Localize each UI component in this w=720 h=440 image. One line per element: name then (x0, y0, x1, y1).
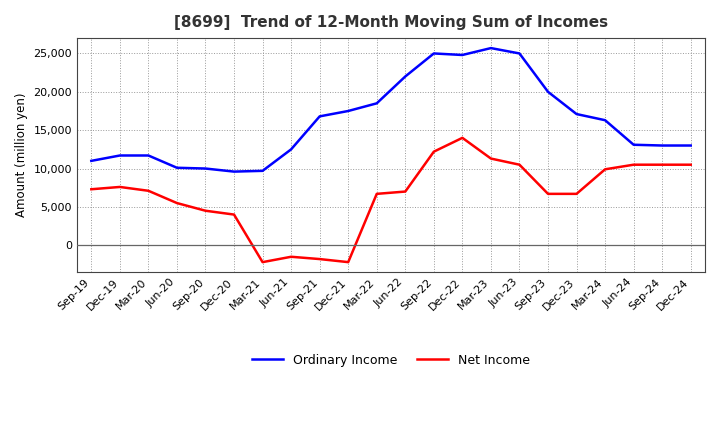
Net Income (144, 188, 153, 194)
Net Income (458, 135, 467, 140)
Ordinary Income (344, 108, 353, 114)
Ordinary Income (173, 165, 181, 170)
Ordinary Income (201, 166, 210, 171)
Y-axis label: Amount (million yen): Amount (million yen) (15, 93, 28, 217)
Ordinary Income (230, 169, 238, 174)
Ordinary Income (544, 89, 552, 95)
Net Income (430, 149, 438, 154)
Net Income (344, 260, 353, 265)
Title: [8699]  Trend of 12-Month Moving Sum of Incomes: [8699] Trend of 12-Month Moving Sum of I… (174, 15, 608, 30)
Ordinary Income (372, 101, 381, 106)
Net Income (544, 191, 552, 197)
Ordinary Income (600, 117, 609, 123)
Ordinary Income (315, 114, 324, 119)
Ordinary Income (430, 51, 438, 56)
Ordinary Income (686, 143, 695, 148)
Net Income (372, 191, 381, 197)
Net Income (173, 201, 181, 206)
Net Income (515, 162, 523, 167)
Net Income (87, 187, 96, 192)
Net Income (629, 162, 638, 167)
Net Income (658, 162, 667, 167)
Ordinary Income (515, 51, 523, 56)
Net Income (201, 208, 210, 213)
Ordinary Income (487, 45, 495, 51)
Net Income (401, 189, 410, 194)
Net Income (686, 162, 695, 167)
Ordinary Income (572, 111, 581, 117)
Ordinary Income (87, 158, 96, 164)
Ordinary Income (401, 74, 410, 79)
Ordinary Income (287, 147, 295, 152)
Net Income (258, 260, 267, 265)
Ordinary Income (258, 168, 267, 173)
Net Income (600, 167, 609, 172)
Ordinary Income (144, 153, 153, 158)
Ordinary Income (658, 143, 667, 148)
Net Income (230, 212, 238, 217)
Net Income (115, 184, 124, 190)
Ordinary Income (458, 52, 467, 58)
Line: Ordinary Income: Ordinary Income (91, 48, 690, 172)
Net Income (487, 156, 495, 161)
Net Income (572, 191, 581, 197)
Net Income (287, 254, 295, 260)
Line: Net Income: Net Income (91, 138, 690, 262)
Ordinary Income (629, 142, 638, 147)
Legend: Ordinary Income, Net Income: Ordinary Income, Net Income (247, 348, 535, 371)
Ordinary Income (115, 153, 124, 158)
Net Income (315, 257, 324, 262)
